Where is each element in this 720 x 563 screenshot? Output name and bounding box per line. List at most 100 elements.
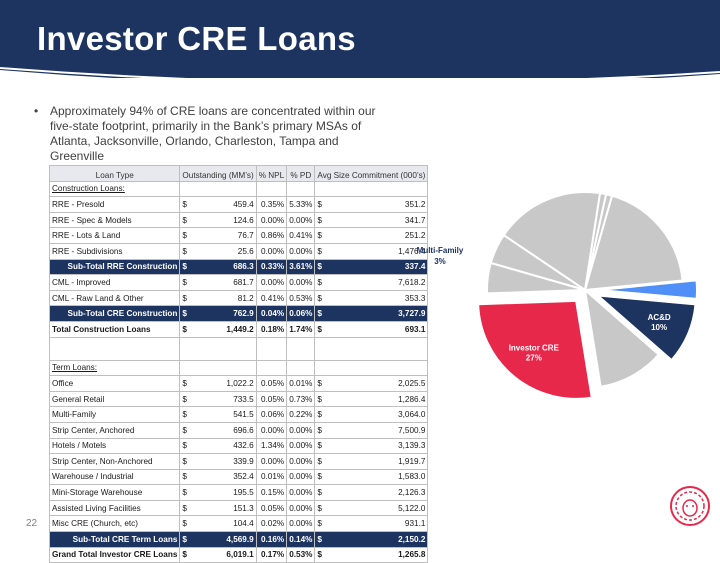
outstanding-cell: 696.6 xyxy=(193,421,257,439)
dollar-sign-cell xyxy=(314,336,337,361)
dollar-sign-cell: $ xyxy=(314,289,337,307)
table-row: General Retail $733.5 0.05% 0.73% $1,286.4 xyxy=(48,390,429,408)
dollar-sign-cell: $ xyxy=(179,437,194,455)
table-row: RRE - Presold $459.4 0.35% 5.33% $351.2 xyxy=(48,196,429,213)
loan-type-cell: Grand Total Investor CRE Loans xyxy=(48,546,181,563)
dollar-sign-cell: $ xyxy=(179,227,194,244)
dollar-sign-cell: $ xyxy=(314,320,337,338)
dollar-sign-cell: $ xyxy=(314,305,337,322)
pd-cell: 0.53% xyxy=(286,546,316,563)
dollar-sign-cell: $ xyxy=(314,421,337,439)
dollar-sign-cell: $ xyxy=(314,242,337,260)
loan-type-cell: Hotels / Motels xyxy=(48,437,181,455)
dollar-sign-cell: $ xyxy=(179,289,194,307)
dollar-sign-cell xyxy=(179,336,194,361)
section-row: Construction Loans: xyxy=(48,180,429,198)
subtotal-row: Sub-Total CRE Construction $762.9 0.04% 0.0… xyxy=(48,305,429,322)
pie-slice-9 xyxy=(486,261,586,295)
dollar-sign-cell: $ xyxy=(314,437,337,455)
npl-cell: 0.16% xyxy=(255,531,288,548)
dollar-sign-cell: $ xyxy=(179,484,194,501)
loan-type-cell: Sub-Total CRE Construction xyxy=(48,305,181,322)
pie-label-value: 10% xyxy=(651,323,667,332)
avg-size-cell xyxy=(336,336,429,361)
dollar-sign-cell: $ xyxy=(314,258,337,276)
dollar-sign-cell: $ xyxy=(314,196,337,213)
avg-size-cell: 1,919.7 xyxy=(336,453,429,470)
npl-cell: 0.33% xyxy=(255,258,288,276)
subtotal-row: Sub-Total CRE Term Loans $4,569.9 0.16% 0.1… xyxy=(48,531,429,548)
outstanding-cell: 104.4 xyxy=(193,515,257,533)
dollar-sign-cell xyxy=(314,180,337,198)
avg-size-cell: 1,583.0 xyxy=(336,468,429,486)
pie-label-name: AC&D xyxy=(648,313,671,322)
pie-slice-ac-d xyxy=(594,294,697,362)
loan-type-cell: Strip Center, Anchored xyxy=(48,421,181,439)
pd-cell: 0.00% xyxy=(286,499,316,517)
pd-cell: 0.00% xyxy=(286,437,316,455)
dollar-sign-cell: $ xyxy=(179,515,194,533)
pd-cell: 0.00% xyxy=(286,242,316,260)
outstanding-cell: 25.6 xyxy=(193,242,257,260)
outstanding-cell: 81.2 xyxy=(193,289,257,307)
dollar-sign-cell: $ xyxy=(314,453,337,470)
dollar-sign-cell: $ xyxy=(314,499,337,517)
outstanding-cell xyxy=(193,336,257,361)
outstanding-cell xyxy=(193,359,257,377)
dollar-sign-cell: $ xyxy=(314,484,337,501)
pd-cell: 0.01% xyxy=(286,375,316,392)
dollar-sign-cell: $ xyxy=(314,515,337,533)
loan-type-cell: RRE - Presold xyxy=(48,196,181,213)
loan-type-cell: Misc CRE (Church, etc) xyxy=(48,515,181,533)
outstanding-cell: 151.3 xyxy=(193,499,257,517)
loan-type-cell: RRE - Spec & Models xyxy=(48,211,181,229)
outstanding-cell: 541.5 xyxy=(193,406,257,423)
avg-size-cell: 7,500.9 xyxy=(336,421,429,439)
npl-cell: 0.00% xyxy=(255,274,288,291)
title-banner xyxy=(0,0,720,78)
pie-slice-7 xyxy=(502,191,602,292)
loan-type-cell: Strip Center, Non-Anchored xyxy=(48,453,181,470)
pd-cell: 0.00% xyxy=(286,468,316,486)
pd-cell: 1.74% xyxy=(286,320,316,338)
table-row: RRE - Subdivisions $25.6 0.00% 0.00% $1,476.… xyxy=(48,242,429,260)
pie-label-value: 27% xyxy=(526,353,542,362)
table-row: Strip Center, Non-Anchored $339.9 0.00% 0.0… xyxy=(48,453,429,470)
table-row: Warehouse / Industrial $352.4 0.01% 0.00% $1… xyxy=(48,468,429,486)
loan-type-cell: Sub-Total RRE Construction xyxy=(48,258,181,276)
dollar-sign-cell: $ xyxy=(179,258,194,276)
npl-cell: 1.34% xyxy=(255,437,288,455)
dollar-sign-cell: $ xyxy=(314,375,337,392)
pd-cell: 0.22% xyxy=(286,406,316,423)
dollar-sign-cell xyxy=(179,180,194,198)
page-number: 22 xyxy=(26,518,38,529)
npl-cell: 0.05% xyxy=(255,499,288,517)
npl-cell: 0.35% xyxy=(255,196,288,213)
total-row: Grand Total Investor CRE Loans $6,019.1 0.… xyxy=(48,546,429,563)
outstanding-cell: 76.7 xyxy=(193,227,257,244)
outstanding-cell: 6,019.1 xyxy=(193,546,257,563)
avg-size-cell: 2,150.2 xyxy=(336,531,429,548)
npl-cell: 0.00% xyxy=(255,421,288,439)
avg-size-cell: 5,122.0 xyxy=(336,499,429,517)
outstanding-cell: 681.7 xyxy=(193,274,257,291)
dollar-sign-cell: $ xyxy=(179,499,194,517)
outstanding-cell: 4,569.9 xyxy=(193,531,257,548)
dollar-sign-cell: $ xyxy=(314,531,337,548)
avg-size-cell: 1,265.8 xyxy=(336,546,429,563)
pie-label-name: Investor CRE xyxy=(509,343,560,352)
table-row: CML - Raw Land & Other $81.2 0.41% 0.53% $35… xyxy=(48,289,429,307)
bullet-text: Approximately 94% of CRE loans are conce… xyxy=(50,104,376,163)
pie-label-value: 3% xyxy=(434,257,446,266)
dollar-sign-cell: $ xyxy=(179,453,194,470)
loan-type-cell: Mini-Storage Warehouse xyxy=(48,484,181,501)
pd-cell xyxy=(286,359,316,377)
pie-label-name: Multi-Family xyxy=(417,246,464,255)
header-pd: % PD xyxy=(286,165,316,182)
npl-cell xyxy=(255,180,288,198)
pie-slice-investor-cre xyxy=(477,299,593,400)
dollar-sign-cell: $ xyxy=(179,421,194,439)
npl-cell: 0.18% xyxy=(255,320,288,338)
outstanding-cell: 195.5 xyxy=(193,484,257,501)
